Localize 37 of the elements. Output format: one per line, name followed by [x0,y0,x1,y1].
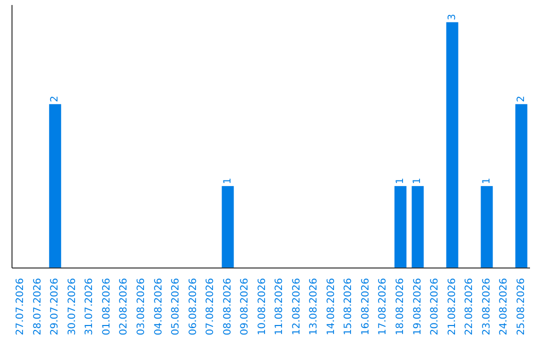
x-tick-label: 04.08.2026 [153,278,164,336]
x-tick-label: 29.07.2026 [50,278,61,336]
x-tick-label: 08.08.2026 [222,278,234,336]
x-tick-label: 03.08.2026 [136,278,147,336]
data-label: 1 [412,178,424,184]
x-tick-label: 11.08.2026 [274,278,286,336]
data-label: 2 [50,96,61,102]
data-label: 1 [481,178,492,184]
x-tick-label: 07.08.2026 [205,278,216,336]
x-tick-label: 01.08.2026 [101,278,112,336]
x-tick-label: 31.07.2026 [84,278,96,336]
x-tick-label: 13.08.2026 [308,278,320,336]
x-tick-label: 19.08.2026 [412,278,424,336]
x-tick-label: 16.08.2026 [360,278,372,336]
x-tick-label: 23.08.2026 [481,278,492,336]
x-tick-label: 15.08.2026 [343,278,354,336]
x-tick-label: 06.08.2026 [188,278,199,336]
x-tick-label: 30.07.2026 [66,278,78,336]
x-tick-label: 10.08.2026 [256,278,268,336]
x-tick-label: 18.08.2026 [395,278,406,336]
x-tick-label: 20.08.2026 [430,278,441,336]
x-tick-label: 17.08.2026 [378,278,389,336]
x-tick-label: 27.07.2026 [15,278,26,336]
data-label: 3 [446,14,458,20]
x-tick-label: 02.08.2026 [118,278,130,336]
data-label: 1 [394,178,406,184]
x-tick-label: 09.08.2026 [240,278,251,336]
x-tick-label: 24.08.2026 [498,278,510,336]
x-tick-label: 22.08.2026 [464,278,476,336]
x-tick-label: 21.08.2026 [446,278,458,336]
x-tick-label: 12.08.2026 [291,278,302,336]
x-tick-label: 28.07.2026 [32,278,44,336]
data-label: 2 [516,96,527,102]
x-tick-label: 14.08.2026 [326,278,337,336]
x-tick-label: 25.08.2026 [516,278,527,336]
data-label: 1 [222,178,234,184]
x-tick-label: 05.08.2026 [170,278,182,336]
